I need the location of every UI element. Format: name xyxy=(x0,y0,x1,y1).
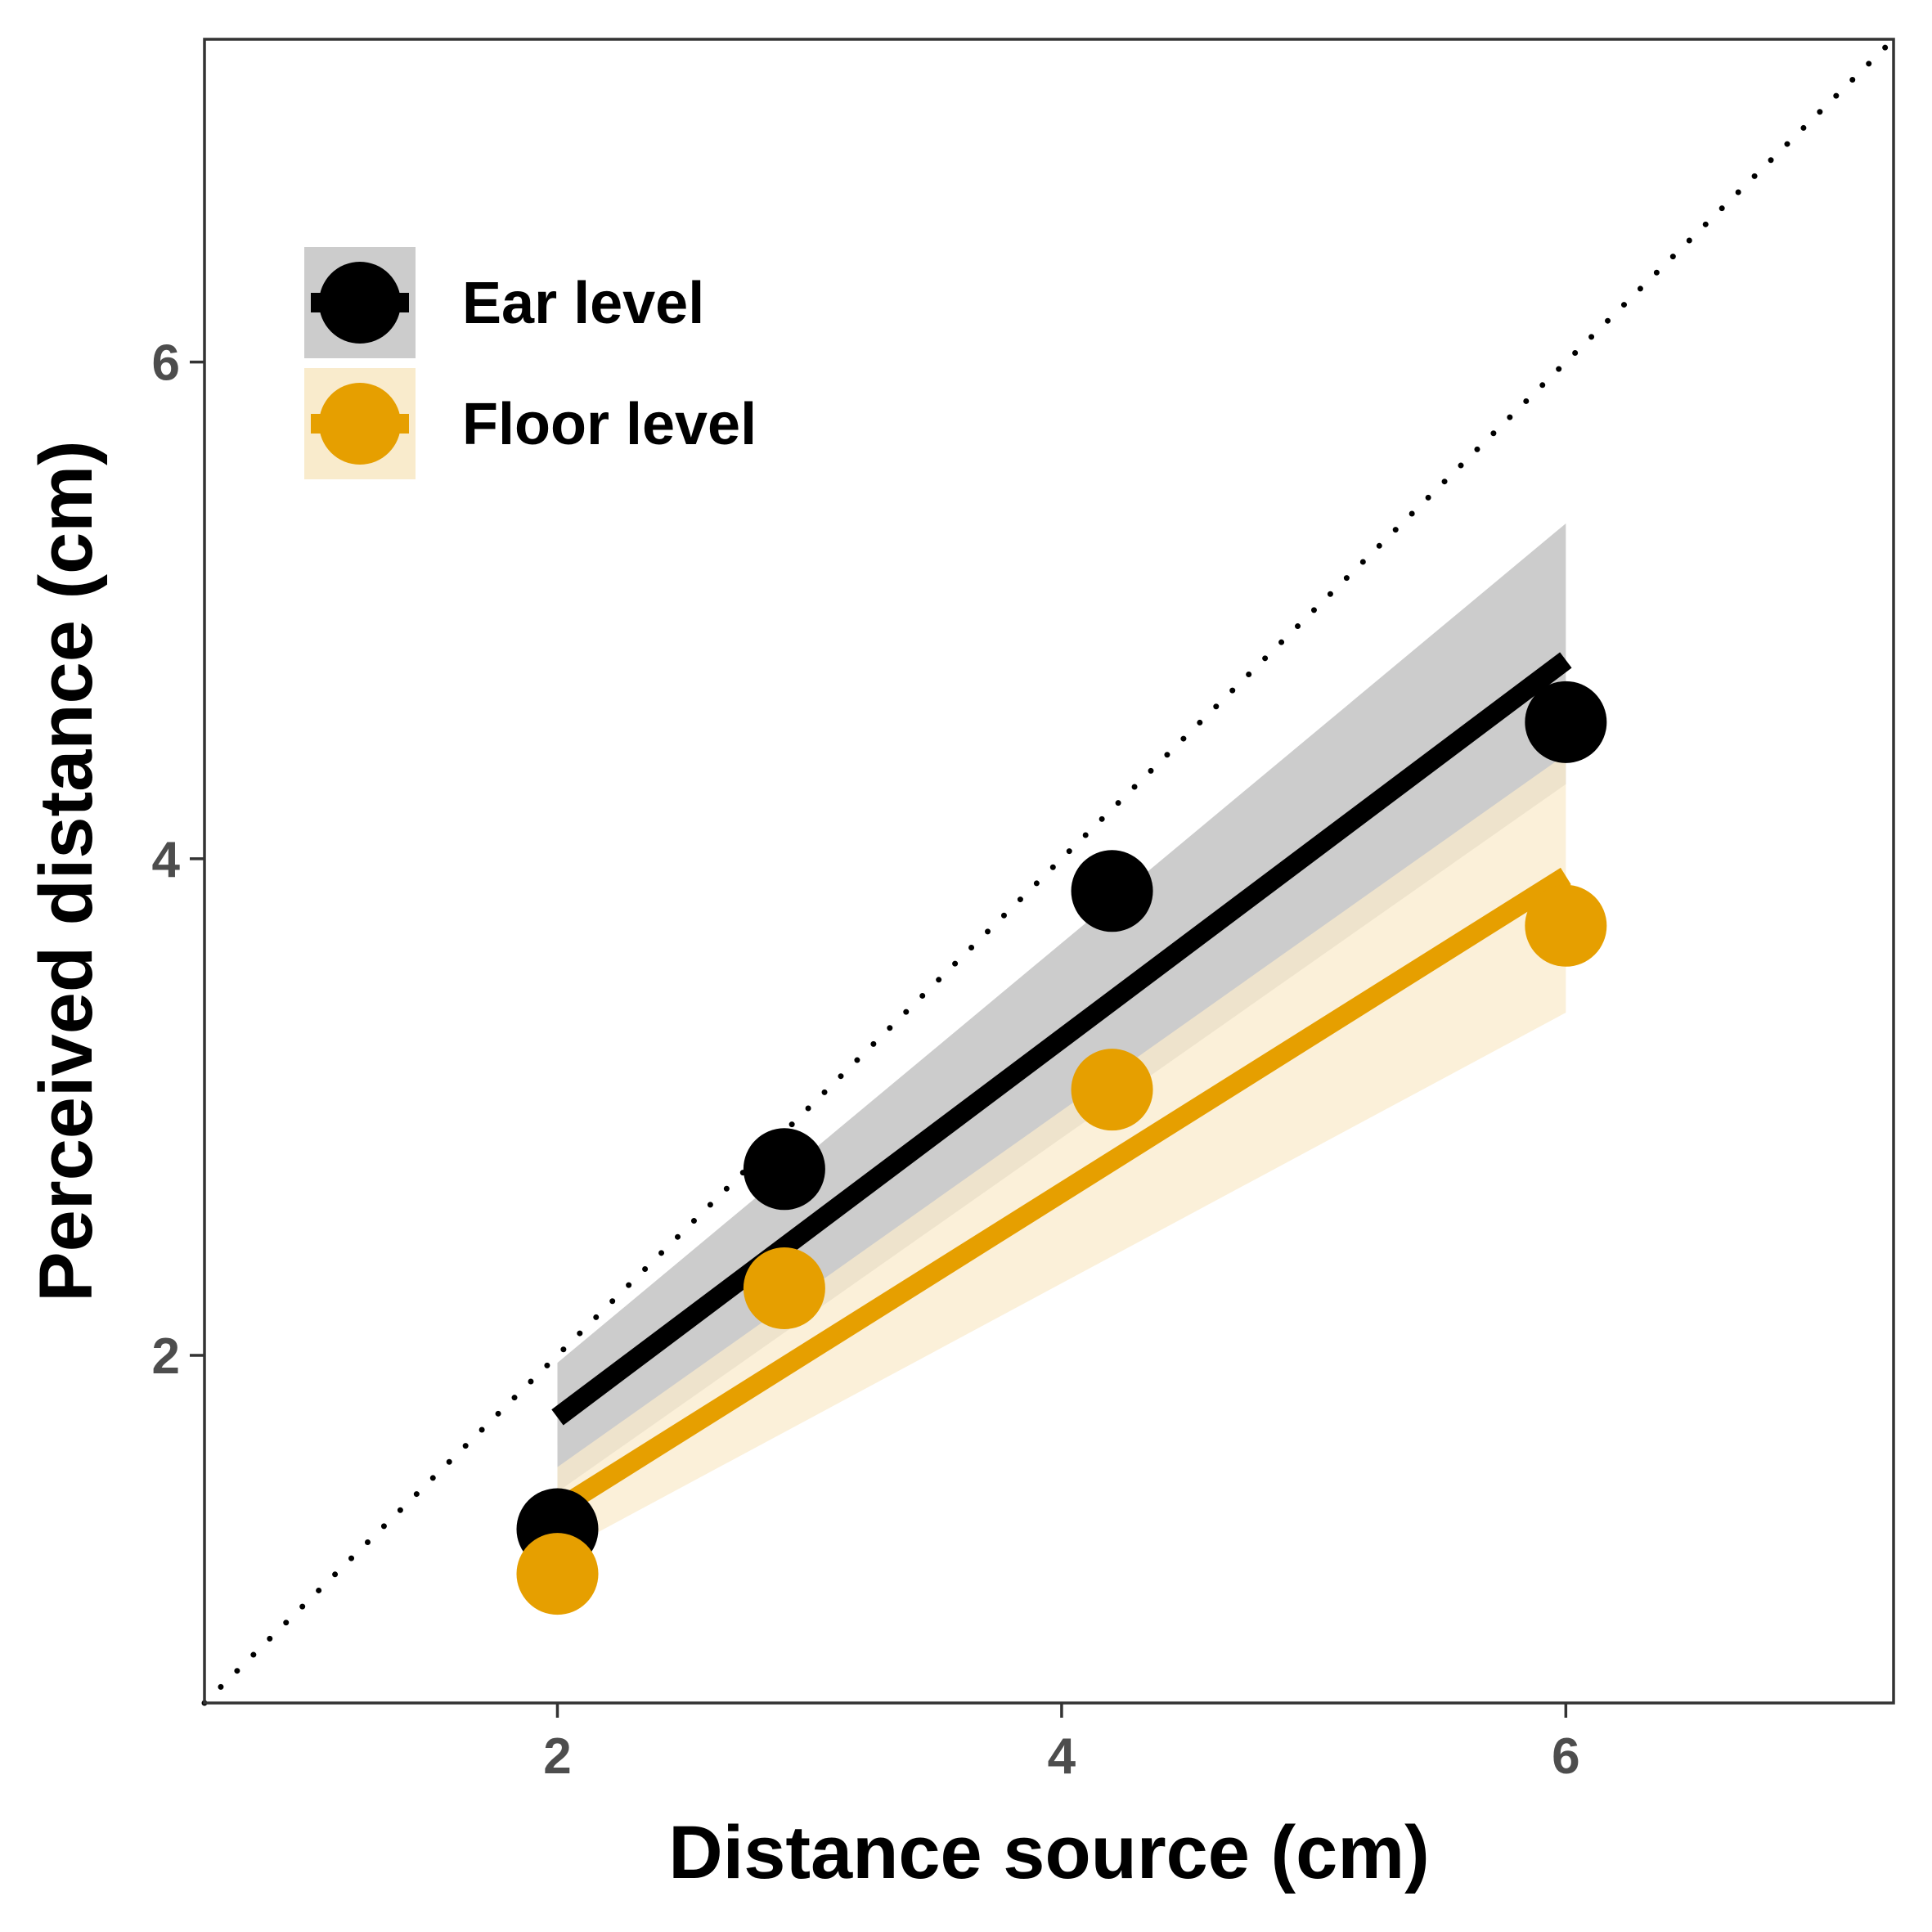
ribbon-floor-level xyxy=(557,754,1566,1554)
legend-label-ear-level: Ear level xyxy=(462,271,704,336)
y-axis-title: Perceived distance (cm) xyxy=(25,440,108,1301)
point-floor-level xyxy=(516,1533,599,1615)
point-floor-level xyxy=(743,1247,825,1330)
ribbon-ear-level xyxy=(557,523,1566,1492)
x-tick-label: 6 xyxy=(1552,1728,1579,1785)
y-tick-label: 2 xyxy=(152,1328,180,1385)
x-tick-label: 4 xyxy=(1048,1728,1076,1785)
point-floor-level xyxy=(1071,1049,1153,1131)
fit-line-ear-level xyxy=(551,652,1572,1426)
point-floor-level xyxy=(1525,884,1607,967)
y-tick-label: 4 xyxy=(152,832,181,888)
legend-label-floor-level: Floor level xyxy=(462,392,757,457)
point-ear-level xyxy=(743,1128,825,1211)
data-points xyxy=(516,681,1607,1615)
plot-panel-border xyxy=(203,38,1895,1705)
fit-line-floor-level xyxy=(552,867,1571,1518)
legend: Ear level Floor level xyxy=(304,247,757,479)
y-axis-ticks: 2 4 6 xyxy=(152,335,204,1385)
point-ear-level xyxy=(1525,681,1607,763)
x-axis-ticks: 2 4 6 xyxy=(543,1703,1580,1785)
legend-key-point xyxy=(319,383,401,465)
identity-reference-line xyxy=(201,36,1897,1706)
legend-key-point xyxy=(319,262,401,344)
fit-lines xyxy=(551,652,1572,1518)
y-tick-label: 6 xyxy=(152,335,180,392)
x-tick-label: 2 xyxy=(543,1728,571,1785)
x-axis-title: Distance source (cm) xyxy=(668,1811,1430,1894)
point-ear-level xyxy=(1071,850,1153,932)
